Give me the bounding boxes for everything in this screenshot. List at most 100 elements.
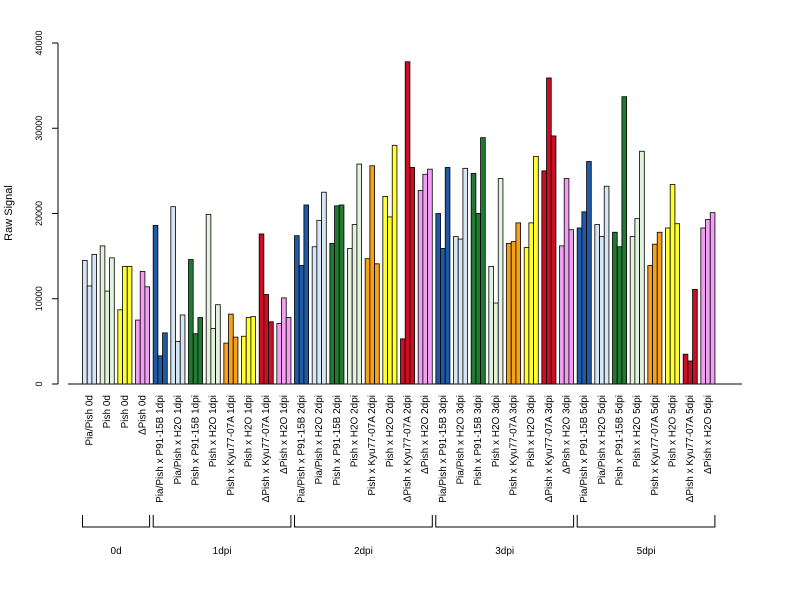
bar [700, 227, 706, 385]
bar [334, 205, 340, 385]
x-tick-label: Pish x P91-15B 3dpi [473, 395, 484, 486]
x-tick-label: ΔPish x Kyu77-07A 2dpi [403, 395, 414, 502]
x-tick-label: Pish x Kyu77-07A 1dpi [226, 395, 237, 496]
bar [682, 353, 689, 385]
timepoint-bracket [435, 515, 575, 528]
bar [351, 224, 358, 385]
bar [687, 360, 693, 385]
bar [435, 213, 441, 385]
bar [488, 265, 494, 385]
x-tick-label: Pish 0d [102, 395, 113, 428]
y-tick-label: 0 [34, 381, 44, 386]
timepoint-label: 2dpi [354, 546, 373, 557]
bar [665, 227, 671, 385]
bar [475, 213, 481, 385]
bar [82, 259, 88, 385]
bar [91, 254, 98, 385]
x-tick-label: Pish x H2O 3dpi [526, 395, 537, 467]
bar [692, 288, 698, 385]
bar [329, 242, 335, 385]
bar [639, 150, 645, 385]
bar [603, 185, 610, 385]
bar [550, 135, 557, 385]
bar [647, 265, 653, 385]
timepoint-bracket [152, 515, 292, 528]
x-tick-label: Pish x H2O 2dpi [385, 395, 396, 467]
bar [338, 204, 345, 385]
bar [276, 323, 282, 385]
x-tick-label: Pia/Pish x P91-15B 2dpi [297, 395, 308, 503]
timepoint-brackets: 0d 1dpi 2dpi 3dpi 5dpi [82, 515, 716, 557]
x-tick-label: Pish x P91-15B 5dpi [615, 395, 626, 486]
bar [391, 144, 398, 385]
bar [506, 242, 512, 385]
bar [480, 137, 486, 385]
bar [440, 248, 446, 385]
bar [523, 247, 530, 385]
bar [99, 245, 106, 385]
x-tick-label: Pia/Pish x P91-15B 3dpi [438, 395, 449, 503]
bar [462, 167, 469, 385]
x-tick-label: Pia/Pish x H2O 2dpi [314, 395, 325, 485]
bar [135, 319, 141, 385]
x-tick-label: ΔPish x Kyu77-07A 3dpi [544, 395, 555, 502]
bar [594, 224, 600, 385]
bar [612, 231, 618, 385]
x-tick-label: Pish x P91-15B 2dpi [332, 395, 343, 486]
x-tick-label: Pish 0d [120, 395, 131, 428]
bar [192, 333, 199, 385]
bar [250, 316, 256, 385]
bar [568, 229, 575, 385]
bar [175, 340, 181, 385]
bar [656, 231, 663, 385]
bar [157, 355, 163, 385]
bar [709, 212, 716, 385]
bar [404, 61, 411, 385]
x-tick-label: Pia/Pish x H2O 5dpi [597, 395, 608, 485]
timepoint-label: 0d [111, 546, 122, 557]
x-tick-label: Pia/Pish x H2O 1dpi [173, 395, 184, 485]
bars [68, 61, 742, 385]
x-tick-label: Pia/Pish x P91-15B 5dpi [579, 395, 590, 503]
bar [510, 241, 517, 385]
bar [616, 246, 623, 385]
x-tick-label: Pish x H2O 1dpi [208, 395, 219, 467]
bar [427, 168, 433, 385]
y-axis: 0 10000 20000 30000 40000 [34, 30, 59, 387]
bar [409, 167, 416, 385]
bar [629, 236, 636, 385]
x-tick-label: Pish x H2O 3dpi [491, 395, 502, 467]
y-tick-label: 30000 [34, 116, 44, 141]
bar [311, 246, 318, 385]
x-tick-label: Pish x Kyu77-07A 2dpi [367, 395, 378, 496]
bar [188, 259, 194, 385]
x-tick-label: ΔPish x H2O 3dpi [562, 395, 573, 474]
x-tick-label: Pia/Pish 0d [85, 395, 96, 446]
bar [245, 317, 252, 385]
x-tick-label: Pia/Pish x P91-15B 1dpi [155, 395, 166, 503]
bar [528, 222, 534, 385]
bar [215, 304, 221, 385]
bar [117, 309, 123, 385]
bar [268, 321, 274, 385]
timepoint-bracket [294, 515, 433, 528]
bar [576, 227, 583, 385]
x-tick-label: ΔPish x Kyu77-07A 5dpi [685, 395, 696, 502]
bar [674, 223, 681, 385]
bar [162, 332, 168, 385]
bar [453, 236, 459, 385]
bar [400, 338, 406, 385]
bar [470, 173, 477, 385]
x-tick-label: ΔPish x H2O 5dpi [703, 395, 714, 474]
bar [298, 265, 305, 385]
bar [281, 297, 287, 385]
bar [263, 294, 269, 385]
bar [541, 170, 547, 385]
bar [364, 258, 371, 385]
bar [316, 219, 322, 385]
timepoint-bracket [82, 515, 151, 528]
bar [86, 285, 93, 385]
bar [126, 265, 133, 385]
bar [669, 184, 676, 385]
